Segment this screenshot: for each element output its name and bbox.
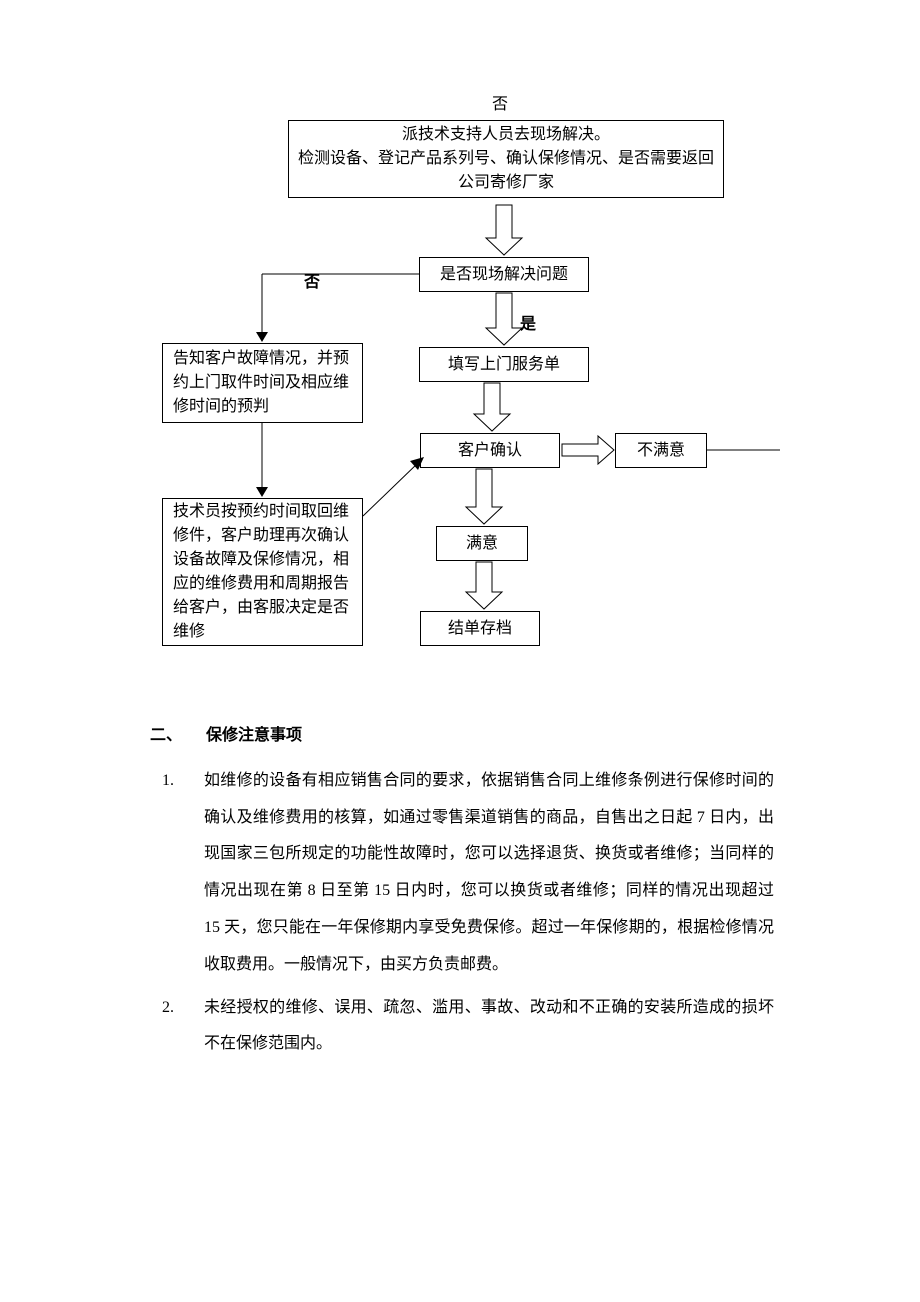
arrow-left2-to-confirm xyxy=(363,457,424,516)
arrow-confirm-to-satisfied xyxy=(466,469,502,524)
list-item-1: 1.如维修的设备有相应销售合同的要求，依据销售合同上维修条例进行保修时间的确认及… xyxy=(162,763,790,984)
list-item-2-body: 未经授权的维修、误用、疏忽、滥用、事故、改动和不正确的安装所造成的损坏不在保修范… xyxy=(204,990,774,1064)
list-item-2-num: 2. xyxy=(162,990,204,1027)
text-section: 二、保修注意事项 1.如维修的设备有相应销售合同的要求，依据销售合同上维修条例进… xyxy=(150,718,790,1069)
arrow-question-to-form xyxy=(486,293,522,345)
arrow-form-to-confirm xyxy=(474,383,510,431)
section-header: 二、保修注意事项 xyxy=(150,718,790,755)
arrow-top-to-question xyxy=(486,205,522,255)
arrow-question-to-left1 xyxy=(256,274,419,342)
section-title: 保修注意事项 xyxy=(206,727,302,744)
arrow-satisfied-to-archive xyxy=(466,562,502,609)
arrow-left1-to-left2 xyxy=(256,423,268,497)
list-item-2: 2.未经授权的维修、误用、疏忽、滥用、事故、改动和不正确的安装所造成的损坏不在保… xyxy=(162,990,790,1064)
arrow-confirm-to-unsatisfied xyxy=(562,436,614,464)
list-item-1-num: 1. xyxy=(162,763,204,800)
list-item-1-body: 如维修的设备有相应销售合同的要求，依据销售合同上维修条例进行保修时间的确认及维修… xyxy=(204,763,774,984)
flowchart-container: 否 否 是 派技术支持人员去现场解决。 检测设备、登记产品系列号、确认保修情况、… xyxy=(0,90,920,720)
flowchart-arrows xyxy=(0,90,920,720)
section-number: 二、 xyxy=(150,718,206,755)
